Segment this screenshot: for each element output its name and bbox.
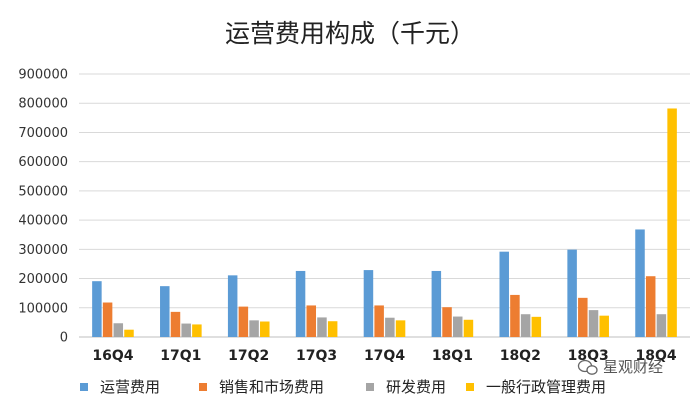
bar (295, 270, 306, 337)
x-tick-label: 17Q2 (228, 348, 269, 364)
bar (656, 314, 667, 337)
y-tick-label: 100000 (18, 301, 68, 316)
legend-swatch (466, 383, 474, 391)
bar (599, 315, 609, 337)
bar (510, 294, 520, 337)
chart-title: 运营费用构成（千元） (225, 19, 475, 48)
legend-swatch (199, 383, 207, 391)
x-tick-label: 17Q3 (296, 348, 337, 364)
bar (567, 249, 577, 337)
bar (260, 321, 270, 337)
bar (667, 108, 677, 337)
x-tick-label: 18Q4 (635, 348, 676, 364)
legend-label: 一般行政管理费用 (486, 378, 606, 396)
legend-label: 研发费用 (386, 378, 446, 396)
legend-label: 运营费用 (100, 378, 160, 396)
y-tick-label: 200000 (18, 272, 68, 287)
axis-layer: 0 100000 200000 300000 400000 500000 600000 700… (18, 68, 677, 365)
bar (635, 229, 645, 337)
y-tick-label: 800000 (18, 97, 68, 112)
bar (113, 323, 124, 337)
bar (578, 297, 588, 337)
bar (92, 281, 102, 337)
y-tick-label: 900000 (18, 68, 68, 83)
bar (431, 270, 442, 337)
bar (160, 286, 170, 337)
bar (452, 316, 463, 337)
bar (249, 320, 259, 337)
legend-swatch (366, 383, 374, 391)
bar (520, 314, 531, 337)
y-tick-label: 600000 (18, 155, 68, 170)
bars-layer (92, 108, 677, 337)
y-tick-label: 0 (60, 331, 68, 346)
bar (306, 305, 317, 337)
y-tick-label: 500000 (18, 184, 68, 199)
bar (645, 276, 656, 337)
bar (588, 310, 599, 337)
legend: 运营费用 销售和市场费用 研发费用 一般行政管理费用 (80, 378, 606, 396)
bar (327, 321, 338, 337)
x-tick-label: 17Q4 (364, 348, 405, 364)
y-tick-label: 300000 (18, 243, 68, 258)
bar (531, 316, 542, 337)
bar (395, 320, 406, 337)
legend-swatch (80, 383, 88, 391)
watermark: 星观财经 (577, 358, 663, 376)
y-tick-label: 400000 (18, 214, 68, 229)
bar (499, 251, 509, 337)
bar (463, 319, 474, 337)
x-tick-label: 18Q2 (500, 348, 541, 364)
bar (363, 270, 374, 337)
legend-label: 销售和市场费用 (219, 378, 324, 396)
y-tick-label: 700000 (18, 126, 68, 141)
bar (385, 317, 395, 337)
x-tick-label: 17Q1 (160, 348, 201, 364)
bar (442, 307, 452, 337)
x-tick-label: 16Q4 (92, 348, 133, 364)
bar (374, 305, 384, 337)
bar (238, 306, 249, 337)
watermark-text: 星观财经 (603, 358, 663, 376)
bar (181, 323, 191, 337)
bar (192, 324, 202, 337)
bar (227, 275, 238, 337)
bar (102, 302, 113, 337)
grid-layer (79, 73, 690, 338)
x-tick-label: 18Q1 (432, 348, 473, 364)
wechat-icon (577, 359, 598, 375)
bar (124, 329, 134, 337)
bar (170, 311, 181, 337)
x-tick-label: 18Q3 (568, 348, 609, 364)
bar (317, 317, 327, 337)
